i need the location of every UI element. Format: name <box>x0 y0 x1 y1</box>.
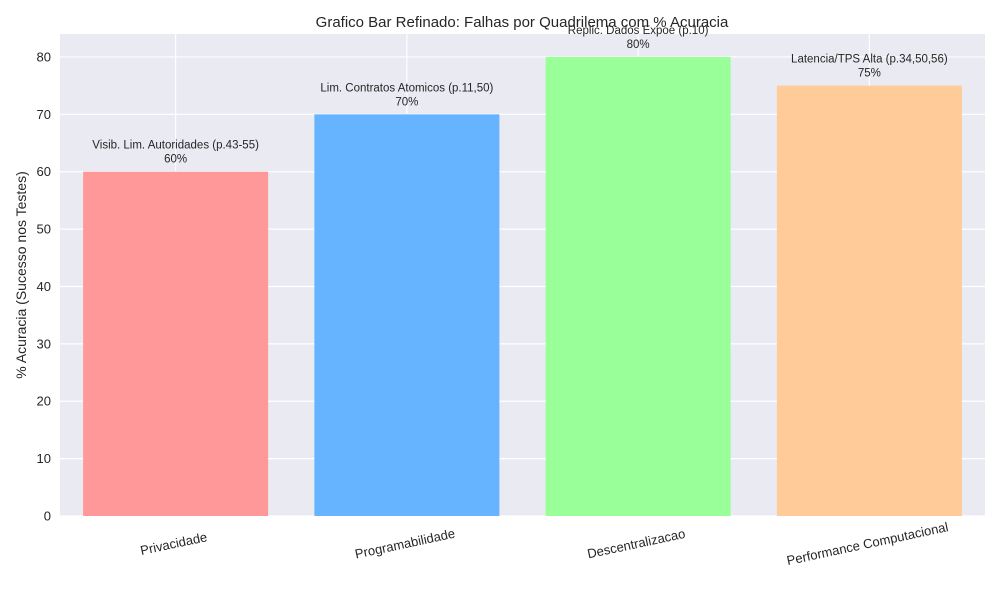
y-axis-label: % Acuracia (Sucesso nos Testes) <box>13 171 29 379</box>
chart-title: Grafico Bar Refinado: Falhas por Quadril… <box>316 14 729 31</box>
y-tick-label: 50 <box>37 222 51 237</box>
plot-area: 0 10 20 30 40 50 60 70 80 Privacidade Programabili… <box>37 25 985 568</box>
x-tick-label: Descentralizacao <box>586 526 687 561</box>
bar-annotation-label: Visib. Lim. Autoridades (p.43-55) <box>92 140 259 152</box>
x-tick-label: Privacidade <box>139 529 209 558</box>
bar-annotation-value: 70% <box>395 96 418 108</box>
x-tick-label: Programabilidade <box>354 526 457 562</box>
bar-performance-computacional <box>776 85 962 517</box>
y-tick-label: 80 <box>37 49 51 64</box>
bar-annotation-label: Replic. Dados Expoe (p.10) <box>568 25 709 37</box>
y-tick-label: 60 <box>37 164 51 179</box>
y-tick-label: 70 <box>37 107 51 122</box>
bar-annotation-value: 60% <box>164 154 187 166</box>
bar-annotation-value: 75% <box>858 68 881 80</box>
y-tick-label: 10 <box>37 451 51 466</box>
bar-annotation-label: Latencia/TPS Alta (p.34,50,56) <box>791 54 948 66</box>
bar-privacidade <box>83 171 269 516</box>
bar-annotation-value: 80% <box>627 39 650 51</box>
y-tick-label: 30 <box>37 336 51 351</box>
y-tick-label: 20 <box>37 394 51 409</box>
bar-annotation-label: Lim. Contratos Atomicos (p.11,50) <box>320 82 493 94</box>
bar-descentralizacao <box>545 56 731 516</box>
y-tick-label: 40 <box>37 279 51 294</box>
y-tick-label: 0 <box>44 509 51 524</box>
bar-programabilidade <box>314 114 500 516</box>
x-tick-label: Performance Computacional <box>785 519 949 568</box>
